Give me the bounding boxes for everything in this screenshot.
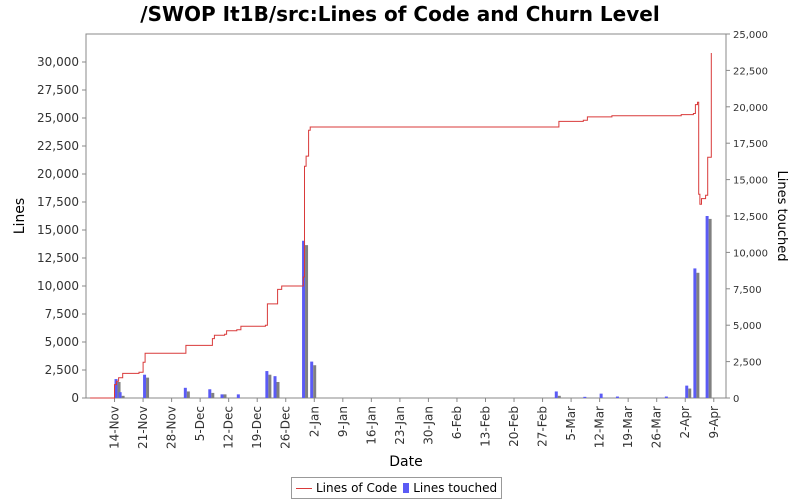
bar-removed — [557, 395, 561, 398]
x-tick-label: 21-Nov — [136, 406, 150, 449]
bar-added — [664, 396, 668, 398]
legend-label-lines-touched: Lines touched — [413, 481, 498, 495]
y2-tick-label: 10,000 — [733, 248, 768, 259]
legend-box-swatch — [403, 483, 410, 493]
y-tick-label: 15,000 — [37, 223, 79, 237]
bar-added — [310, 361, 314, 398]
bar-removed — [305, 245, 309, 398]
x-tick-label: 19-Mar — [621, 406, 635, 448]
y-tick-label: 20,000 — [37, 167, 79, 181]
bar-added — [615, 396, 619, 398]
y-tick-label: 25,000 — [37, 111, 79, 125]
x-tick-label: 20-Feb — [507, 406, 521, 447]
y2-tick-label: 2,500 — [733, 358, 762, 369]
y-tick-label: 27,500 — [37, 83, 79, 97]
x-axis-label: Date — [389, 454, 422, 470]
legend-item-lines-of-code: Lines of Code — [296, 481, 397, 495]
y2-tick-label: 7,500 — [733, 285, 762, 296]
y-tick-label: 30,000 — [37, 55, 79, 69]
y2-tick-label: 25,000 — [733, 30, 768, 41]
bar-added — [143, 374, 147, 398]
bar-removed — [186, 391, 190, 398]
bar-removed — [688, 388, 692, 398]
bar-removed — [696, 272, 700, 398]
bar-removed — [223, 394, 227, 398]
bar-added — [583, 396, 587, 398]
x-tick-label: 19-Dec — [250, 406, 264, 449]
loc-line — [90, 53, 712, 399]
y2-tick-label: 5,000 — [733, 321, 762, 332]
legend-item-lines-touched: Lines touched — [403, 481, 497, 495]
bar-added — [183, 387, 187, 398]
x-tick-label: 26-Dec — [279, 406, 293, 449]
x-tick-label: 2-Jan — [307, 406, 321, 437]
x-tick-label: 14-Nov — [108, 406, 122, 449]
bar-added — [273, 376, 277, 398]
y2-tick-label: 17,500 — [733, 139, 768, 150]
x-tick-label: 12-Mar — [593, 406, 607, 448]
x-tick-label: 9-Jan — [336, 406, 350, 437]
y-tick-label: 7,500 — [45, 307, 79, 321]
x-tick-label: 28-Nov — [165, 406, 179, 449]
x-tick-label: 5-Mar — [564, 406, 578, 441]
bar-added — [599, 393, 603, 398]
bar-added — [118, 392, 122, 398]
bar-added — [265, 371, 269, 398]
plot-area — [85, 33, 727, 399]
legend-label-lines-of-code: Lines of Code — [316, 481, 398, 495]
x-tick-label: 26-Mar — [650, 406, 664, 448]
chart-title: /SWOP It1B/src:Lines of Code and Churn L… — [140, 2, 660, 26]
x-tick-label: 16-Jan — [364, 406, 378, 445]
x-tick-label: 9-Apr — [707, 406, 721, 439]
bar-removed — [121, 395, 125, 398]
bar-added — [114, 379, 118, 398]
y2-tick-label: 0 — [733, 394, 739, 405]
y2-tick-label: 12,500 — [733, 212, 768, 223]
y2-axis-label: Lines touched — [774, 171, 789, 262]
bar-added — [208, 389, 212, 398]
y-tick-label: 2,500 — [45, 363, 79, 377]
bar-removed — [708, 218, 712, 398]
bar-added — [685, 385, 689, 398]
y-tick-label: 22,500 — [37, 139, 79, 153]
legend: Lines of Code Lines touched — [291, 477, 503, 499]
bar-added — [220, 394, 224, 398]
x-tick-label: 5-Dec — [193, 406, 207, 441]
x-tick-label: 23-Jan — [393, 406, 407, 445]
bar-removed — [211, 392, 215, 398]
x-tick-label: 13-Feb — [478, 406, 492, 447]
x-tick-label: 30-Jan — [421, 406, 435, 445]
bar-added — [693, 268, 697, 398]
y2-tick-label: 22,500 — [733, 66, 768, 77]
y2-tick-label: 15,000 — [733, 176, 768, 187]
bar-added — [302, 240, 306, 398]
bar-added — [705, 216, 709, 398]
x-tick-label: 12-Dec — [222, 406, 236, 449]
x-tick-label: 27-Feb — [536, 406, 550, 447]
bar-removed — [146, 377, 150, 398]
y-tick-label: 17,500 — [37, 195, 79, 209]
legend-line-swatch — [296, 487, 312, 489]
y-tick-label: 10,000 — [37, 279, 79, 293]
bar-removed — [268, 374, 272, 398]
bar-removed — [313, 365, 317, 398]
y2-tick-label: 20,000 — [733, 103, 768, 114]
y-tick-label: 12,500 — [37, 251, 79, 265]
bar-removed — [276, 381, 280, 398]
bar-removed — [117, 381, 121, 398]
x-tick-label: 2-Apr — [678, 406, 692, 439]
x-tick-label: 6-Feb — [450, 406, 464, 439]
y-axis-label: Lines — [12, 198, 28, 234]
y-tick-label: 5,000 — [45, 335, 79, 349]
bar-added — [554, 391, 558, 398]
y-tick-label: 0 — [71, 391, 79, 405]
bar-added — [236, 394, 240, 398]
